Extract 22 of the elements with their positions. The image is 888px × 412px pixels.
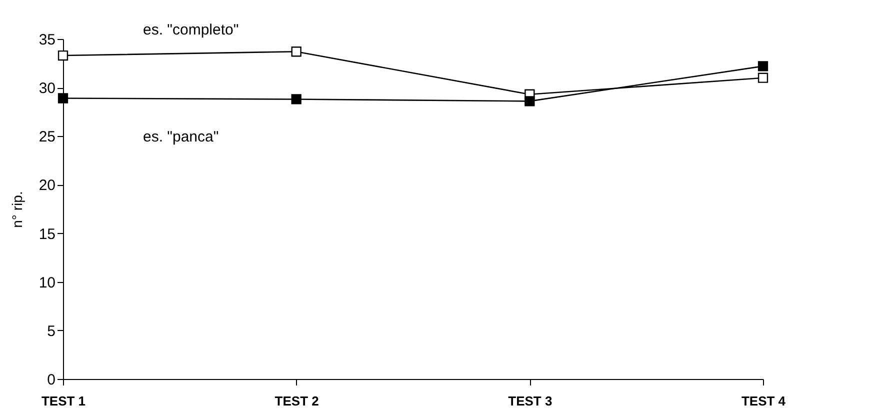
point — [758, 72, 768, 83]
y-tick-label: 15 — [38, 226, 56, 243]
x-tick-label: TEST 1 — [41, 394, 86, 408]
y-tick-label: 10 — [38, 274, 56, 292]
point — [758, 61, 768, 72]
point — [58, 50, 68, 61]
x-tick-label: TEST 3 — [508, 394, 552, 408]
point — [58, 93, 68, 104]
x-tick-label: TEST 2 — [274, 394, 319, 408]
x-tick-label: TEST 4 — [741, 394, 786, 408]
y-tick-label: 35 — [38, 32, 56, 48]
point — [524, 96, 535, 106]
y-tick-label: 5 — [47, 322, 56, 340]
point — [291, 46, 302, 57]
series-label: es. "panca" — [143, 128, 219, 146]
y-tick-label: 30 — [38, 80, 56, 98]
y-axis-title: n° rip. — [8, 191, 25, 228]
point — [291, 94, 302, 104]
y-tick-label: 0 — [47, 372, 56, 388]
y-tick-label: 25 — [38, 128, 56, 146]
y-tick-label: 20 — [38, 177, 56, 194]
series-label: es. "completo" — [143, 22, 239, 39]
